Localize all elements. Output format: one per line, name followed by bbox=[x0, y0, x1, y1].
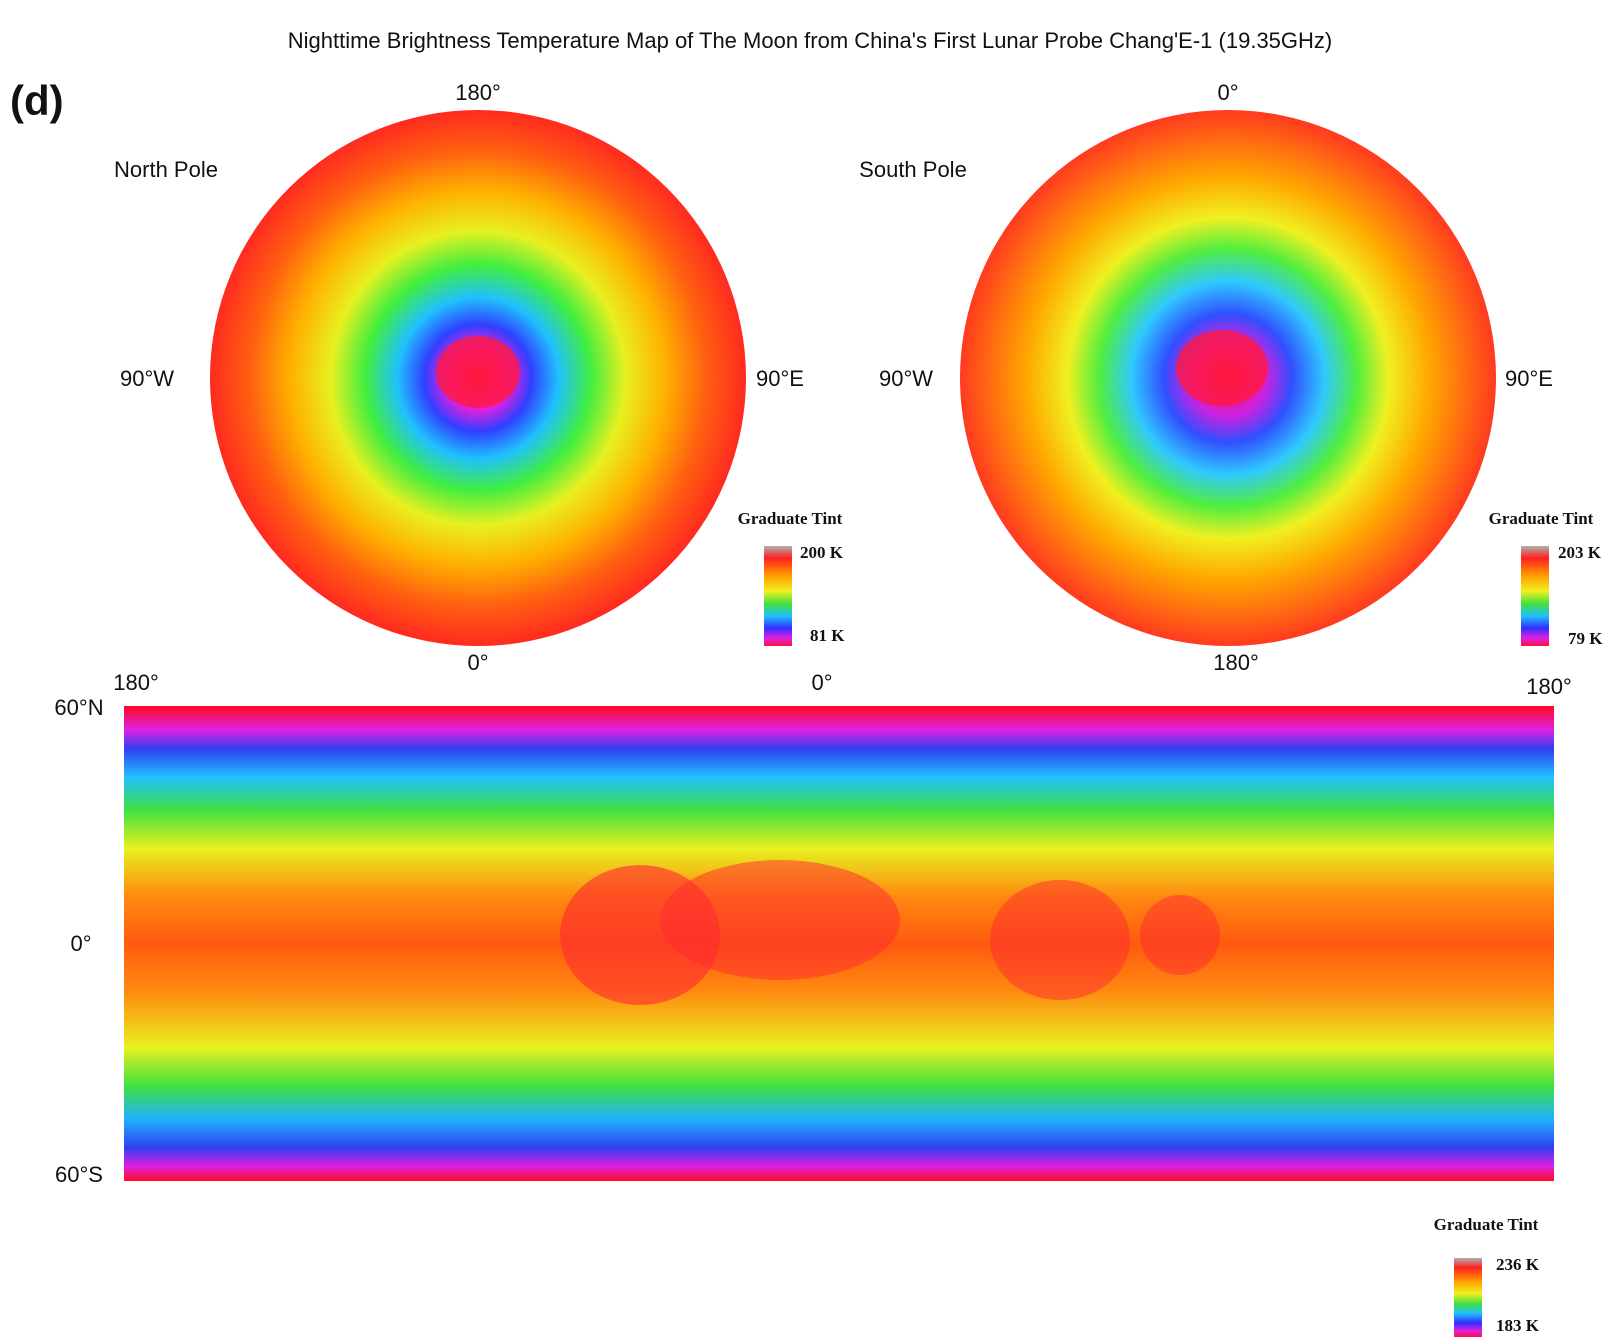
map-label: South Pole bbox=[859, 157, 967, 182]
color-bar bbox=[764, 546, 792, 646]
map-feature bbox=[660, 860, 900, 980]
map-feature bbox=[1176, 330, 1268, 406]
lon-label: 0° bbox=[1217, 80, 1238, 105]
legend-title: Graduate Tint bbox=[1434, 1215, 1539, 1234]
legend-max: 200 K bbox=[800, 543, 844, 562]
legend-min: 183 K bbox=[1496, 1316, 1540, 1335]
lon-label: 180° bbox=[1526, 674, 1572, 699]
legend-max: 236 K bbox=[1496, 1255, 1540, 1274]
lat-label: 60°N bbox=[54, 695, 103, 720]
map-feature bbox=[1140, 895, 1220, 975]
lon-label: 90°W bbox=[879, 366, 933, 391]
map-label: North Pole bbox=[114, 157, 218, 182]
map-feature bbox=[990, 880, 1130, 1000]
legend-min: 79 K bbox=[1568, 629, 1603, 648]
lat-label: 60°S bbox=[55, 1162, 103, 1187]
lon-label: 90°E bbox=[756, 366, 804, 391]
color-bar bbox=[1521, 546, 1549, 646]
color-bar bbox=[1454, 1258, 1482, 1337]
lon-label: 90°W bbox=[120, 366, 174, 391]
legend-max: 203 K bbox=[1558, 543, 1602, 562]
legend-title: Graduate Tint bbox=[1489, 509, 1594, 528]
map-feature bbox=[436, 336, 520, 408]
legend-min: 81 K bbox=[810, 626, 845, 645]
lat-label: 0° bbox=[70, 931, 91, 956]
legend-title: Graduate Tint bbox=[738, 509, 843, 528]
lon-label: 0° bbox=[811, 670, 832, 695]
lon-label: 180° bbox=[113, 670, 159, 695]
lon-label: 180° bbox=[455, 80, 501, 105]
figure-title: Nighttime Brightness Temperature Map of … bbox=[288, 28, 1333, 53]
lon-label: 180° bbox=[1213, 650, 1259, 675]
panel-label: (d) bbox=[10, 77, 64, 124]
lon-label: 90°E bbox=[1505, 366, 1553, 391]
lon-label: 0° bbox=[467, 650, 488, 675]
